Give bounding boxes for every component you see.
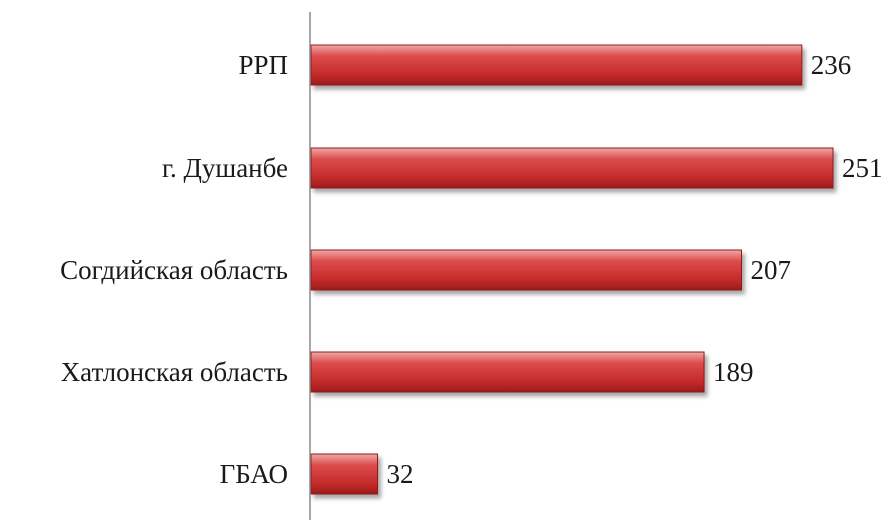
bars-layer: [310, 44, 834, 495]
bar: [310, 453, 379, 495]
category-label: РРП: [238, 50, 288, 80]
category-label: ГБАО: [220, 459, 288, 489]
value-labels: 236 251 207 189 32: [387, 50, 883, 489]
bar: [310, 351, 705, 393]
value-label: 207: [750, 255, 791, 285]
value-label: 251: [842, 153, 883, 183]
category-label: Согдийская область: [60, 255, 288, 285]
bar: [310, 147, 834, 189]
value-label: 189: [713, 357, 754, 387]
bar: [310, 249, 742, 291]
value-label: 32: [387, 459, 414, 489]
category-labels: РРП г. Душанбе Согдийская область Хатлонска…: [60, 50, 288, 489]
value-label: 236: [811, 50, 852, 80]
category-label: г. Душанбе: [162, 153, 288, 183]
bar: [310, 44, 803, 86]
category-label: Хатлонская область: [61, 357, 288, 387]
